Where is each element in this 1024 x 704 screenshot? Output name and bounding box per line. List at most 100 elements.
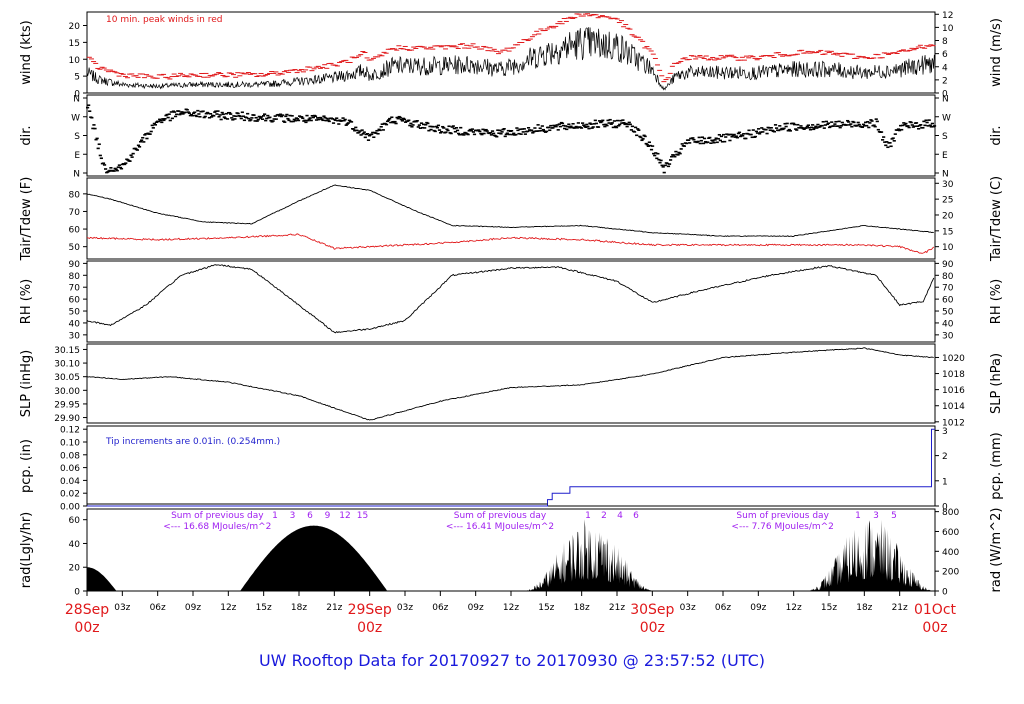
rad-hour-marker: 1 xyxy=(585,511,591,521)
rad-sum-line1: Sum of previous day xyxy=(454,511,547,521)
y-tick-label-right: 8 xyxy=(942,37,948,47)
rad-day-0 xyxy=(87,567,117,591)
y-tick-label: 0 xyxy=(74,90,80,100)
y-tick-label: 90 xyxy=(69,260,81,270)
y-tick-label: 0.00 xyxy=(60,503,80,513)
pcp-series xyxy=(87,428,935,507)
y-tick-label: 70 xyxy=(69,208,81,218)
rad-area xyxy=(87,519,935,591)
rad-hour-marker: 3 xyxy=(290,511,296,521)
y-axis-label-left: dir. xyxy=(19,125,34,145)
wind-series xyxy=(86,27,935,91)
y-tick-label: 0.08 xyxy=(60,451,80,461)
x-tick-label: 21z xyxy=(326,603,342,613)
rad-hour-marker: 4 xyxy=(617,511,623,521)
y-axis-label-left: pcp. (in) xyxy=(19,439,34,493)
y-tick-label-right: 70 xyxy=(942,284,954,294)
y-tick-label: 15 xyxy=(69,39,80,49)
rad-sum-line2: <--- 7.76 MJoules/m^2 xyxy=(731,522,833,532)
rad-hour-marker: 6 xyxy=(633,511,639,521)
y-tick-label: 29.95 xyxy=(54,400,80,410)
x-tick-label: 12z xyxy=(220,603,236,613)
y-tick-label-right: 0 xyxy=(942,90,948,100)
rad-day-1 xyxy=(240,525,388,591)
y-tick-label-right: 6 xyxy=(942,50,948,60)
y-tick-label: W xyxy=(71,113,80,123)
y-axis-label-right: rad (W/m^2) xyxy=(989,508,1004,593)
rad-hour-marker: 9 xyxy=(325,511,331,521)
x-tick-label: 03z xyxy=(680,603,696,613)
y-axis-label-right: SLP (hPa) xyxy=(989,353,1004,414)
y-tick-label-right: 25 xyxy=(942,196,953,206)
y-tick-label-right: N xyxy=(942,170,949,180)
y-tick-label: S xyxy=(74,132,80,142)
x-tick-label: 06z xyxy=(715,603,731,613)
y-tick-label-right: 600 xyxy=(942,528,959,538)
y-tick-label: 29.90 xyxy=(54,414,80,424)
y-tick-label: 60 xyxy=(69,516,81,526)
y-tick-label-right: 10 xyxy=(942,243,954,253)
y-axis-label-left: SLP (inHg) xyxy=(19,350,34,418)
y-axis-label-right: pcp. (mm) xyxy=(989,432,1004,499)
x-day-label: 28Sep xyxy=(65,602,109,618)
x-tick-label: 21z xyxy=(892,603,908,613)
panel-slp: SLP (inHg) SLP (hPa) 29.90 29.95 30.00 30.05 3… xyxy=(19,343,1004,428)
y-tick-label-right: N xyxy=(942,95,949,105)
panel-dir: dir. dir.N NE ES SW WN N xyxy=(19,94,1004,180)
wind-annotation: 10 min. peak winds in red xyxy=(106,15,223,25)
y-tick-label: 20 xyxy=(69,22,81,32)
x-day-hour-label: 00z xyxy=(640,620,665,636)
rad-day-3 xyxy=(805,519,935,591)
dir-points xyxy=(85,104,937,174)
x-day-hour-label: 00z xyxy=(922,620,947,636)
y-tick-label-right: 2 xyxy=(942,76,948,86)
y-tick-label: 60 xyxy=(69,226,81,236)
x-day-hour-label: 00z xyxy=(357,620,382,636)
temp-series-tair xyxy=(86,184,934,237)
y-tick-label-right: 4 xyxy=(942,63,948,73)
y-axis-label-left: RH (%) xyxy=(19,279,34,324)
rad-sum-line1: Sum of previous day xyxy=(736,511,829,521)
y-axis-label-right: Tair/Tdew (C) xyxy=(989,176,1004,262)
x-tick-label: 06z xyxy=(150,603,166,613)
panel-frame xyxy=(86,343,936,424)
chart-title: UW Rooftop Data for 20170927 to 20170930… xyxy=(259,651,765,670)
y-tick-label-right: 400 xyxy=(942,548,959,558)
x-tick-label: 09z xyxy=(750,603,766,613)
y-tick-label-right: 1020 xyxy=(942,354,965,364)
y-tick-label-right: S xyxy=(942,132,948,142)
rad-hour-marker: 1 xyxy=(855,511,861,521)
x-tick-label: 15z xyxy=(256,603,272,613)
y-axis-label-right: RH (%) xyxy=(989,279,1004,324)
y-tick-label: 30.05 xyxy=(54,373,80,383)
y-tick-label-right: 80 xyxy=(942,272,954,282)
y-tick-label-right: 50 xyxy=(942,308,954,318)
y-axis-label-left: rad(Lgly/hr) xyxy=(19,512,34,588)
y-tick-label: 60 xyxy=(69,296,81,306)
y-axis-label-left: Tair/Tdew (F) xyxy=(19,177,34,262)
panel-frame xyxy=(86,94,936,177)
rad-hour-marker: 3 xyxy=(873,511,879,521)
y-tick-label-right: 12 xyxy=(942,11,953,21)
rad-sum-line2: <--- 16.68 MJoules/m^2 xyxy=(163,522,271,532)
y-tick-label: N xyxy=(73,95,80,105)
y-tick-label-right: 1014 xyxy=(942,402,965,412)
x-tick-label: 03z xyxy=(114,603,130,613)
x-axis: 03z 06z 09z 12z 15z 18z 21z 03z 06z 09z 12z 15z 18z 2… xyxy=(65,591,957,636)
y-tick-label-right: 40 xyxy=(942,319,954,329)
y-tick-label-right: 10 xyxy=(942,24,954,34)
x-tick-label: 21z xyxy=(609,603,625,613)
y-tick-label: 70 xyxy=(69,284,81,294)
panel-frame xyxy=(86,11,936,94)
x-tick-label: 18z xyxy=(574,603,590,613)
y-tick-label-right: 15 xyxy=(942,227,953,237)
y-axis-label-left: wind (kts) xyxy=(19,20,34,84)
y-tick-label: 80 xyxy=(69,272,81,282)
y-tick-label: E xyxy=(74,151,80,161)
rad-hour-marker: 12 xyxy=(339,511,350,521)
y-tick-label-right: 1016 xyxy=(942,386,965,396)
y-tick-label: 5 xyxy=(74,73,80,83)
x-tick-label: 09z xyxy=(468,603,484,613)
